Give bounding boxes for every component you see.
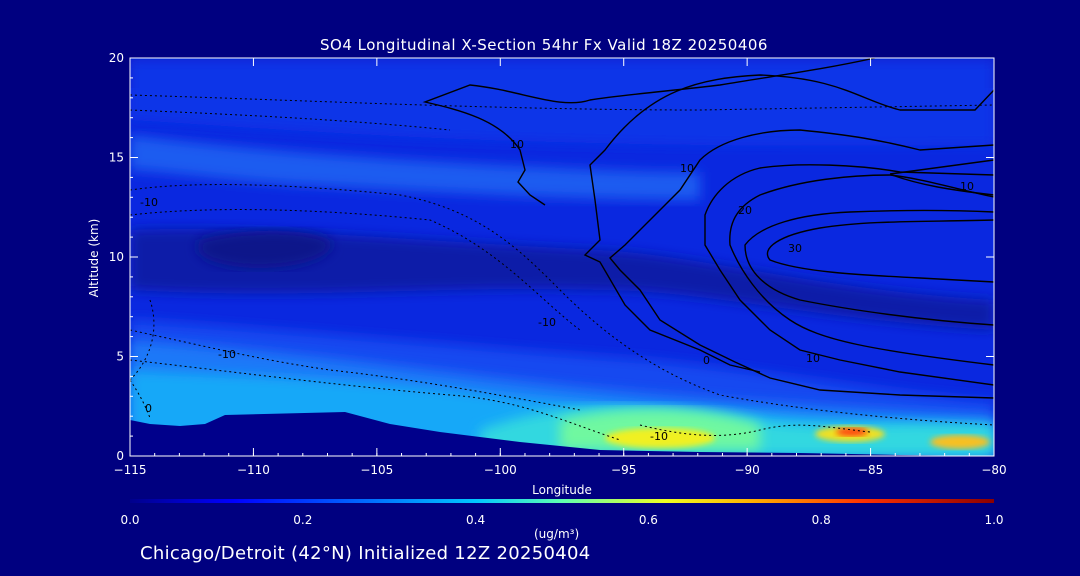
contour-label: 0 [703,354,710,367]
y-tick-label: 15 [109,151,124,165]
contour-label: 20 [738,204,752,217]
colorbar-units-label: (ug/m³) [534,527,580,541]
y-axis-label: Altitude (km) [87,219,101,298]
contour-label: -10 [218,348,236,361]
y-tick-label: 0 [116,449,124,463]
concentration-field [130,58,994,456]
contour-label: 10 [510,138,524,151]
contour-lines [422,58,994,399]
negative-contours [130,94,994,441]
x-tick-label: −115 [114,463,147,477]
y-axis: 0 5 10 15 20 [109,51,994,463]
contour-label: -10 [538,316,556,329]
colorbar-tick-label: 0.4 [466,513,485,527]
colorbar-tick-label: 0.6 [639,513,658,527]
contour-label: 10 [806,352,820,365]
colorbar-tick-label: 0.8 [812,513,831,527]
x-tick-label: −80 [981,463,1006,477]
y-tick-label: 10 [109,250,124,264]
x-axis: −115 −110 −105 −100 −95 −90 −85 −80 [114,58,1007,477]
contour-label: 0 [145,402,152,415]
chart-subtitle: Chicago/Detroit (42°N) Initialized 12Z 2… [140,543,591,564]
colorbar-tick-label: 1.0 [984,513,1003,527]
colorbar-tick-label: 0.0 [120,513,139,527]
x-tick-label: −95 [611,463,636,477]
contour-label: -10 [140,196,158,209]
colorbar [130,499,994,503]
x-tick-label: −100 [484,463,517,477]
x-tick-label: −110 [237,463,270,477]
contour-label: 30 [788,242,802,255]
x-axis-label: Longitude [532,483,592,497]
chart-title: SO4 Longitudinal X-Section 54hr Fx Valid… [320,36,768,54]
contour-label: 10 [960,180,974,193]
y-tick-label: 20 [109,51,124,65]
x-tick-label: −105 [360,463,393,477]
x-tick-label: −85 [858,463,883,477]
colorbar-tick-label: 0.2 [293,513,312,527]
y-tick-label: 5 [116,350,124,364]
contour-label: 10 [680,162,694,175]
contour-label: -10 [650,430,668,443]
contour-labels: -10 10 20 30 -10 0 10 -10 -10 0 10 10 [140,138,974,443]
colorbar-ticks: 0.0 0.2 0.4 0.6 0.8 1.0 [120,513,1003,527]
x-tick-label: −90 [734,463,759,477]
